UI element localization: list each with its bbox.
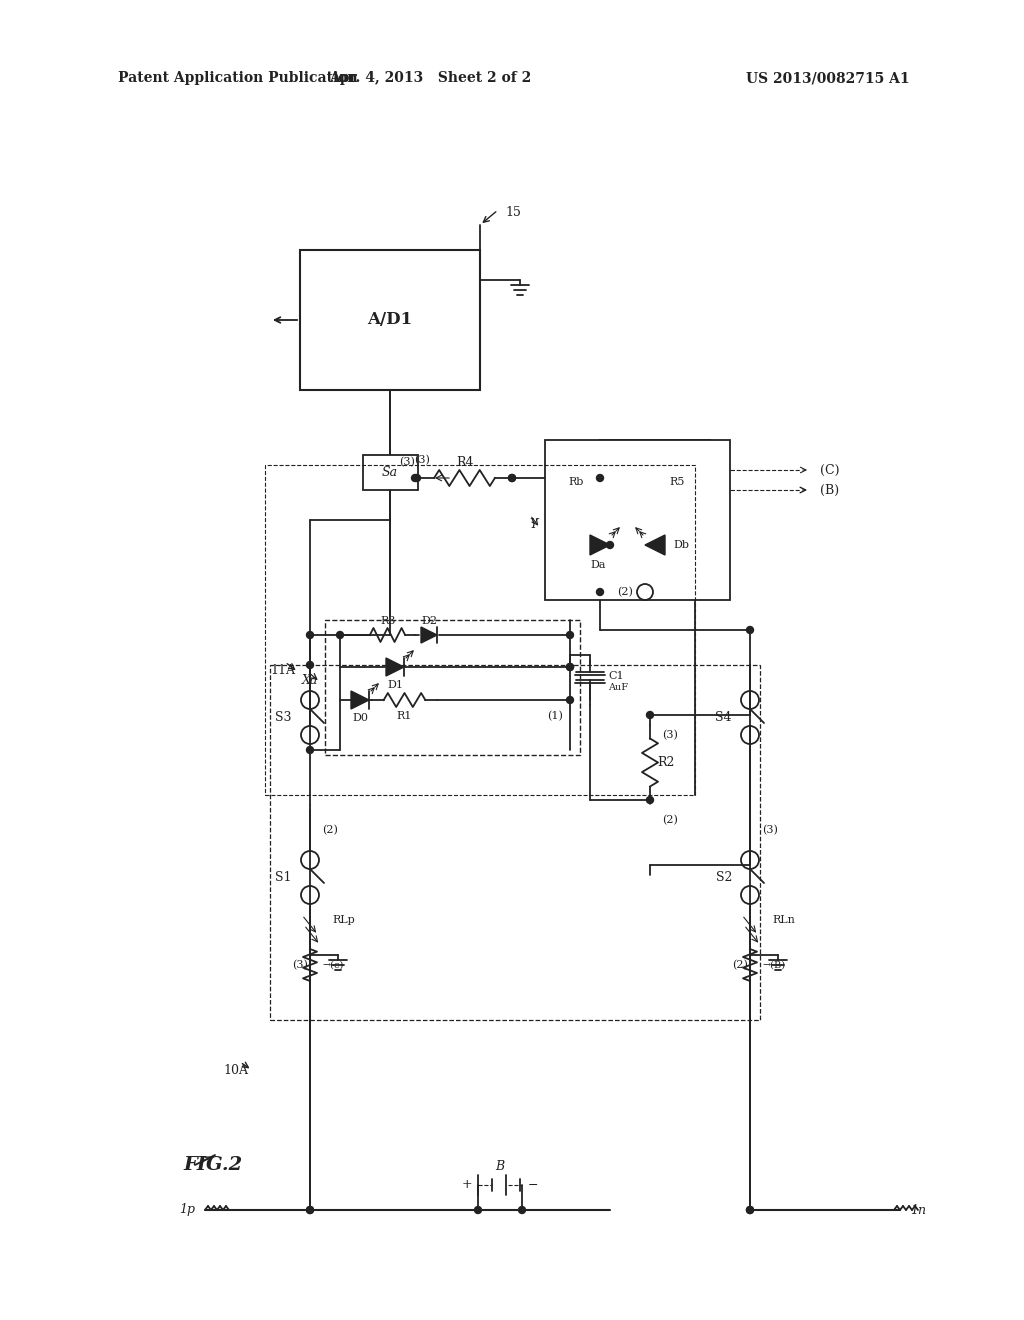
Text: (2): (2) <box>662 814 678 825</box>
Bar <box>300 249 480 389</box>
Circle shape <box>337 631 343 639</box>
Text: B: B <box>496 1160 505 1173</box>
Text: S1: S1 <box>275 871 292 884</box>
Circle shape <box>746 1206 754 1213</box>
Text: S2: S2 <box>716 871 732 884</box>
Text: S3: S3 <box>275 711 292 723</box>
Text: Rb: Rb <box>568 477 584 487</box>
Text: +: + <box>462 1179 472 1192</box>
Circle shape <box>518 1206 525 1213</box>
Bar <box>325 620 580 755</box>
Text: 1p: 1p <box>179 1204 195 1217</box>
Text: C1: C1 <box>608 671 624 681</box>
Text: R5: R5 <box>669 477 684 487</box>
Text: →(c): →(c) <box>322 961 343 969</box>
Text: −: − <box>528 1179 539 1192</box>
Text: Patent Application Publication: Patent Application Publication <box>118 71 357 84</box>
Text: D2: D2 <box>421 616 437 626</box>
Circle shape <box>597 589 603 595</box>
Circle shape <box>306 661 313 668</box>
Circle shape <box>509 474 515 482</box>
Circle shape <box>597 474 603 482</box>
Text: (1): (1) <box>547 711 563 721</box>
Circle shape <box>414 474 421 482</box>
Circle shape <box>746 1206 754 1213</box>
Circle shape <box>646 711 653 718</box>
Bar <box>265 465 695 795</box>
Circle shape <box>606 541 613 549</box>
Text: R4: R4 <box>457 455 474 469</box>
Bar <box>362 455 418 490</box>
Text: Apr. 4, 2013   Sheet 2 of 2: Apr. 4, 2013 Sheet 2 of 2 <box>329 71 531 84</box>
Text: R3: R3 <box>380 616 395 626</box>
Circle shape <box>566 631 573 639</box>
Text: →(B): →(B) <box>762 961 785 969</box>
Polygon shape <box>386 657 404 676</box>
Text: R1: R1 <box>396 711 412 721</box>
Text: (C): (C) <box>820 463 840 477</box>
Circle shape <box>306 631 313 639</box>
Text: 11A: 11A <box>270 664 295 676</box>
Text: Sa: Sa <box>382 466 398 479</box>
Text: Y: Y <box>529 519 538 532</box>
Text: R2: R2 <box>657 755 675 768</box>
Text: (3): (3) <box>399 457 415 467</box>
Circle shape <box>306 747 313 754</box>
Text: RLp: RLp <box>332 915 354 925</box>
Text: Db: Db <box>673 540 689 550</box>
Text: A/D1: A/D1 <box>368 312 413 329</box>
Bar <box>545 440 730 601</box>
Circle shape <box>746 627 754 634</box>
Polygon shape <box>421 627 437 643</box>
Circle shape <box>566 664 573 671</box>
Text: D1: D1 <box>387 680 403 690</box>
Text: (3): (3) <box>662 730 678 741</box>
Text: (3): (3) <box>762 825 778 836</box>
Circle shape <box>306 1206 313 1213</box>
Text: 15: 15 <box>505 206 521 219</box>
Polygon shape <box>590 535 610 554</box>
Text: RLn: RLn <box>772 915 795 925</box>
Circle shape <box>474 1206 481 1213</box>
Text: (3): (3) <box>292 960 308 970</box>
Text: Da: Da <box>590 560 606 570</box>
Text: (2): (2) <box>732 960 748 970</box>
Polygon shape <box>351 690 369 709</box>
Text: 10A: 10A <box>223 1064 248 1077</box>
Polygon shape <box>645 535 665 554</box>
Text: 1n: 1n <box>910 1204 926 1217</box>
Text: AuF: AuF <box>608 684 628 693</box>
Text: US 2013/0082715 A1: US 2013/0082715 A1 <box>746 71 910 84</box>
Text: Xa: Xa <box>302 673 318 686</box>
Circle shape <box>566 697 573 704</box>
Text: (2): (2) <box>322 825 338 836</box>
Circle shape <box>306 1206 313 1213</box>
Bar <box>270 665 760 1020</box>
Text: (2): (2) <box>617 587 633 597</box>
Circle shape <box>509 474 515 482</box>
Circle shape <box>566 664 573 671</box>
Text: D0: D0 <box>352 713 368 723</box>
Text: (3): (3) <box>414 455 430 465</box>
Text: (B): (B) <box>820 483 839 496</box>
Circle shape <box>412 474 419 482</box>
Circle shape <box>646 796 653 804</box>
Text: FIG.2: FIG.2 <box>183 1156 243 1173</box>
Text: S4: S4 <box>716 711 732 723</box>
